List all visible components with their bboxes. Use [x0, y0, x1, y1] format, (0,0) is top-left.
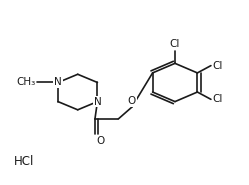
Text: N: N [94, 97, 101, 107]
Text: Cl: Cl [170, 39, 180, 49]
Text: HCl: HCl [14, 155, 34, 168]
Text: O: O [128, 96, 136, 106]
Text: N: N [54, 78, 62, 88]
Text: CH₃: CH₃ [17, 78, 36, 88]
Text: Cl: Cl [212, 94, 223, 104]
Text: O: O [97, 136, 105, 146]
Text: Cl: Cl [212, 61, 223, 71]
